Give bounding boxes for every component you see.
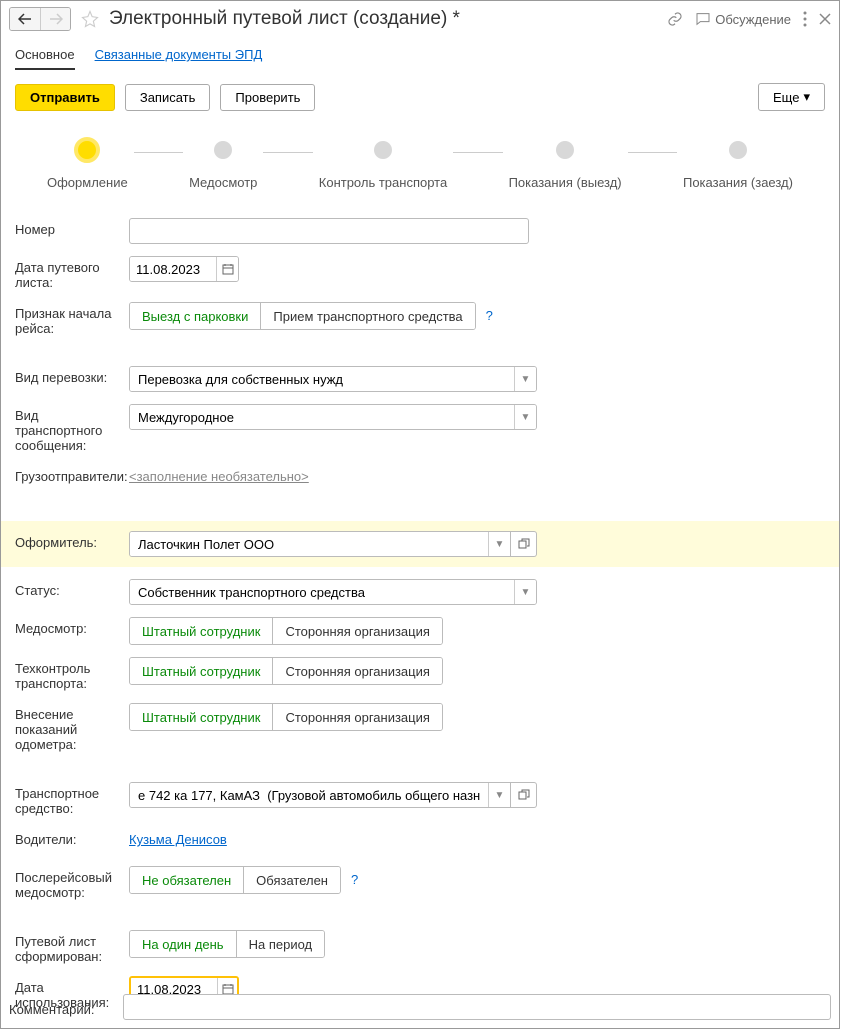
help-icon[interactable]: ?: [351, 866, 358, 887]
formed-period[interactable]: На период: [236, 931, 325, 957]
step-3[interactable]: Контроль транспорта: [313, 141, 453, 190]
close-button[interactable]: [819, 13, 831, 25]
vehicle-input[interactable]: [130, 783, 488, 807]
check-button[interactable]: Проверить: [220, 84, 315, 111]
vehicle-dropdown[interactable]: ▼: [488, 783, 510, 807]
arrow-right-icon: [49, 13, 63, 25]
transport-type-dropdown[interactable]: ▼: [514, 367, 536, 391]
odometer-toggle: Штатный сотрудник Сторонняя организация: [129, 703, 443, 731]
nav-buttons: [9, 7, 71, 31]
label-consignors: Грузоотправители:: [15, 465, 129, 484]
issuer-input[interactable]: [130, 532, 488, 556]
postmed-toggle: Не обязателен Обязателен: [129, 866, 341, 894]
more-button[interactable]: Еще ▾: [758, 83, 825, 111]
postmed-optional[interactable]: Не обязателен: [130, 867, 243, 893]
comm-type-dropdown[interactable]: ▼: [514, 405, 536, 429]
number-input[interactable]: [129, 218, 529, 244]
formed-toggle: На один день На период: [129, 930, 325, 958]
toolbar: Отправить Записать Проверить Еще ▾: [1, 69, 839, 125]
med-toggle: Штатный сотрудник Сторонняя организация: [129, 617, 443, 645]
label-trip-start: Признак начала рейса:: [15, 302, 129, 336]
vehicle-open-button[interactable]: [511, 782, 537, 808]
header: Электронный путевой лист (создание) * Об…: [1, 1, 839, 37]
step-4[interactable]: Показания (выезд): [503, 141, 628, 190]
postmed-required[interactable]: Обязателен: [243, 867, 340, 893]
link-icon[interactable]: [667, 11, 683, 27]
drivers-link[interactable]: Кузьма Денисов: [129, 828, 227, 847]
label-med: Медосмотр:: [15, 617, 129, 636]
open-icon: [518, 789, 530, 801]
comm-type-combo: ▼: [129, 404, 537, 430]
back-button[interactable]: [10, 8, 40, 30]
list-date-field: [129, 256, 239, 282]
tab-linked-docs[interactable]: Связанные документы ЭПД: [95, 41, 263, 69]
more-label: Еще: [773, 90, 799, 105]
tech-staff[interactable]: Штатный сотрудник: [130, 658, 272, 684]
odometer-staff[interactable]: Штатный сотрудник: [130, 704, 272, 730]
formed-oneday[interactable]: На один день: [130, 931, 236, 957]
trip-start-receive[interactable]: Прием транспортного средства: [260, 303, 474, 329]
step-5[interactable]: Показания (заезд): [677, 141, 799, 190]
status-combo: ▼: [129, 579, 537, 605]
status-input[interactable]: [130, 580, 514, 604]
label-tech: Техконтроль транспорта:: [15, 657, 129, 691]
chat-icon: [695, 11, 711, 27]
label-formed: Путевой лист сформирован:: [15, 930, 129, 964]
issuer-open-button[interactable]: [511, 531, 537, 557]
arrow-left-icon: [18, 13, 32, 25]
issuer-row: Оформитель: ▼: [1, 521, 839, 567]
transport-type-combo: ▼: [129, 366, 537, 392]
label-list-date: Дата путевого листа:: [15, 256, 129, 290]
save-button[interactable]: Записать: [125, 84, 211, 111]
step-1[interactable]: Оформление: [41, 141, 134, 190]
tab-main[interactable]: Основное: [15, 41, 75, 70]
page-title: Электронный путевой лист (создание) *: [109, 8, 661, 30]
med-staff[interactable]: Штатный сотрудник: [130, 618, 272, 644]
stepper: Оформление Медосмотр Контроль транспорта…: [1, 125, 839, 212]
tech-external[interactable]: Сторонняя организация: [272, 658, 441, 684]
trip-start-parking[interactable]: Выезд с парковки: [130, 303, 260, 329]
label-number: Номер: [15, 218, 129, 237]
tech-toggle: Штатный сотрудник Сторонняя организация: [129, 657, 443, 685]
label-status: Статус:: [15, 579, 129, 598]
med-external[interactable]: Сторонняя организация: [272, 618, 441, 644]
comment-input[interactable]: [123, 994, 831, 1020]
label-postmed: Послерейсовый медосмотр:: [15, 866, 129, 900]
trip-start-toggle: Выезд с парковки Прием транспортного сре…: [129, 302, 476, 330]
chevron-down-icon: ▾: [803, 89, 810, 105]
tabs: Основное Связанные документы ЭПД: [1, 37, 839, 69]
form: Номер Дата путевого листа: Признак начал…: [1, 212, 839, 1028]
label-drivers: Водители:: [15, 828, 129, 847]
send-button[interactable]: Отправить: [15, 84, 115, 111]
kebab-icon: [803, 11, 807, 27]
label-odometer: Внесение показаний одометра:: [15, 703, 129, 752]
discuss-button[interactable]: Обсуждение: [695, 11, 791, 27]
odometer-external[interactable]: Сторонняя организация: [272, 704, 441, 730]
forward-button[interactable]: [40, 8, 70, 30]
transport-type-input[interactable]: [130, 367, 514, 391]
label-vehicle: Транспортное средство:: [15, 782, 129, 816]
label-comment: Комментарий:: [9, 998, 123, 1017]
comment-row: Комментарий:: [9, 994, 831, 1020]
open-icon: [518, 538, 530, 550]
label-transport-type: Вид перевозки:: [15, 366, 129, 385]
step-2[interactable]: Медосмотр: [183, 141, 263, 190]
label-issuer: Оформитель:: [15, 531, 129, 550]
close-icon: [819, 13, 831, 25]
issuer-combo: ▼: [129, 531, 511, 557]
calendar-icon: [222, 263, 234, 275]
kebab-menu[interactable]: [803, 11, 807, 27]
list-date-calendar-button[interactable]: [216, 257, 238, 281]
star-icon[interactable]: [77, 10, 103, 28]
help-icon[interactable]: ?: [486, 302, 493, 323]
comm-type-input[interactable]: [130, 405, 514, 429]
vehicle-combo: ▼: [129, 782, 511, 808]
issuer-dropdown[interactable]: ▼: [488, 532, 510, 556]
consignors-placeholder[interactable]: <заполнение необязательно>: [129, 465, 309, 484]
label-comm-type: Вид транспортного сообщения:: [15, 404, 129, 453]
discuss-label: Обсуждение: [715, 12, 791, 27]
status-dropdown[interactable]: ▼: [514, 580, 536, 604]
list-date-input[interactable]: [130, 257, 216, 281]
